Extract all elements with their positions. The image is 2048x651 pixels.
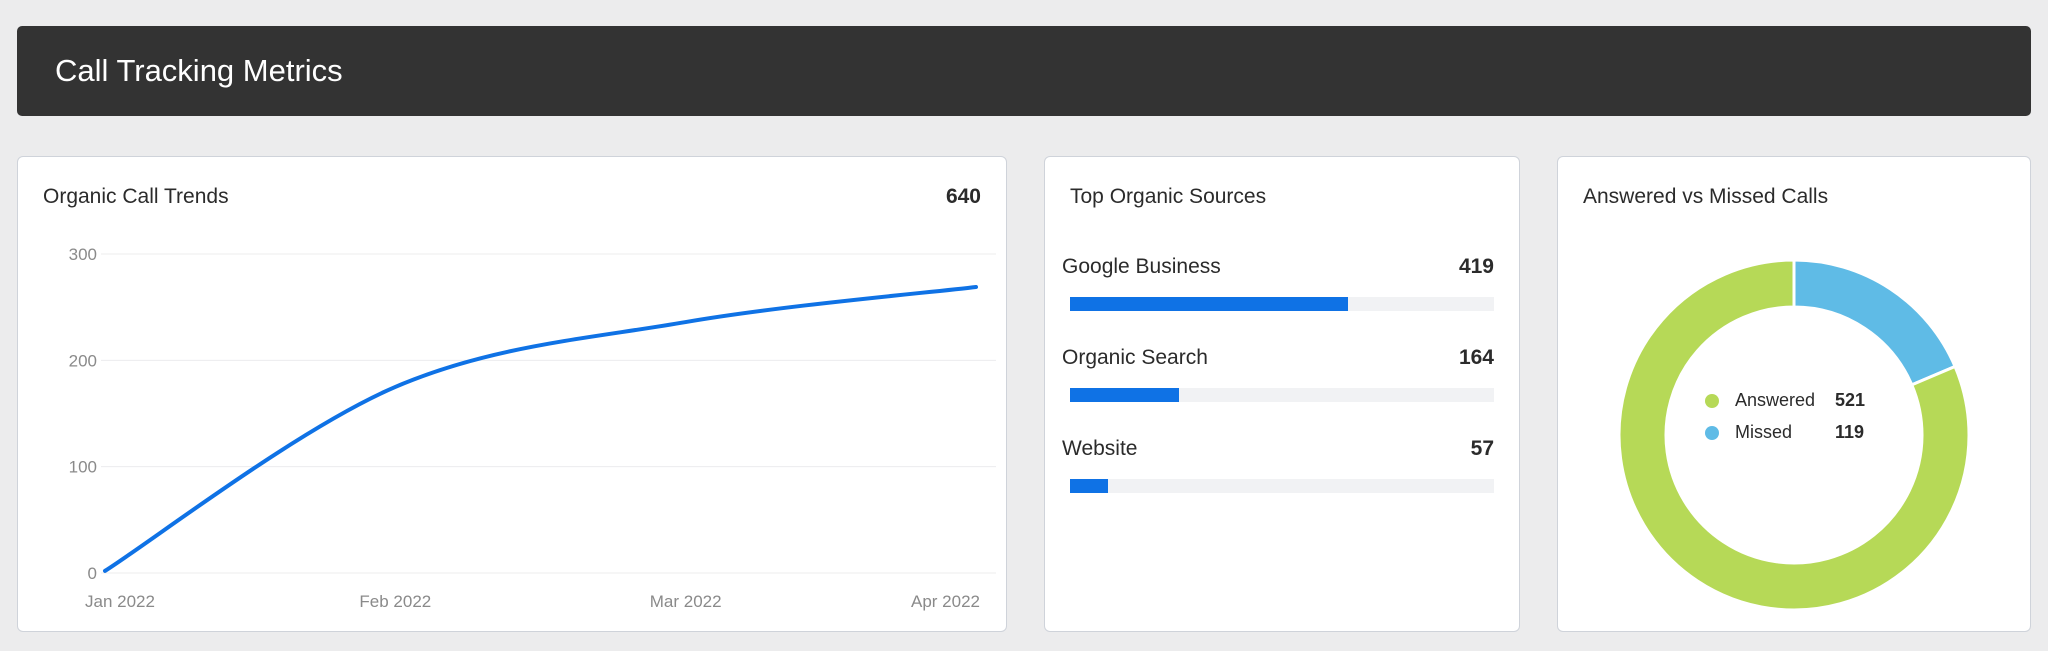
y-tick-label: 0 (88, 564, 97, 583)
source-bar-fill (1070, 297, 1348, 311)
answered-dot-icon (1705, 393, 1719, 408)
card-title: Organic Call Trends (43, 185, 229, 208)
missed-dot-icon (1705, 425, 1719, 440)
legend-label: Answered (1735, 390, 1816, 410)
card-title: Top Organic Sources (1070, 185, 1267, 208)
card-title: Answered vs Missed Calls (1583, 185, 1829, 208)
donut-slice-missed (1792, 258, 1957, 387)
source-bar-fill (1070, 479, 1108, 493)
legend-value: 119 (1835, 422, 1865, 442)
organic-call-trends-card: Organic Call Trends 640 0 100 200 300 Jan 20… (17, 156, 1007, 632)
page-title: Call Tracking Metrics (55, 53, 343, 88)
legend-item-answered: Answered 521 (1705, 390, 1865, 411)
y-tick-label: 300 (69, 245, 97, 264)
total-calls: 640 (945, 185, 981, 208)
call-trend-chart: 0 100 200 300 Jan 2022 Feb 2022 Mar 2022 Apr 20… (69, 245, 996, 611)
source-bar-track (1070, 388, 1494, 402)
x-tick-label: Feb 2022 (359, 592, 431, 611)
x-tick-label: Jan 2022 (85, 592, 155, 611)
legend-item-missed: Missed 119 (1705, 422, 1864, 443)
donut-slice-answered (1617, 258, 1971, 612)
source-label: Google Business (1062, 255, 1221, 278)
calls-donut-chart (1617, 258, 1971, 612)
source-value: 57 (1470, 437, 1494, 460)
legend-value: 521 (1835, 390, 1866, 410)
source-bar-track (1070, 479, 1494, 493)
x-tick-label: Mar 2022 (650, 592, 722, 611)
page-header: Call Tracking Metrics (17, 26, 2031, 116)
series-line (103, 284, 978, 573)
top-organic-sources-card: Top Organic Sources Google Business 419 … (1044, 156, 1520, 632)
source-bar-track (1070, 297, 1494, 311)
source-label: Website (1062, 437, 1138, 460)
answered-vs-missed-card: Answered vs Missed Calls Answered 521 Mi… (1557, 156, 2031, 632)
y-tick-label: 100 (69, 458, 97, 477)
source-value: 164 (1458, 346, 1494, 369)
legend-label: Missed (1735, 422, 1793, 442)
source-value: 419 (1458, 255, 1494, 278)
source-bar-fill (1070, 388, 1179, 402)
x-tick-label: Apr 2022 (911, 592, 980, 611)
source-label: Organic Search (1062, 346, 1208, 369)
y-tick-label: 200 (69, 351, 97, 370)
